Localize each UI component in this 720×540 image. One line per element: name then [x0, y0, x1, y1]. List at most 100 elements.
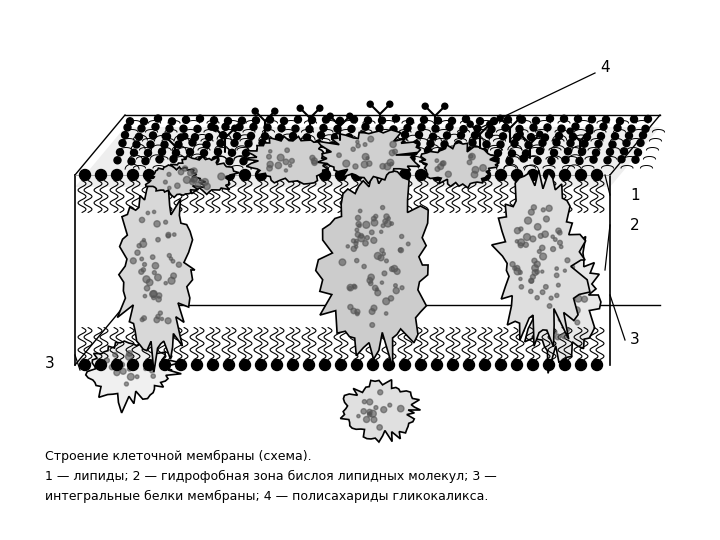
Circle shape	[540, 253, 546, 260]
Circle shape	[368, 136, 374, 142]
Circle shape	[528, 278, 534, 284]
Circle shape	[528, 133, 534, 140]
Circle shape	[158, 311, 163, 315]
Circle shape	[549, 260, 554, 265]
Circle shape	[639, 132, 647, 139]
Circle shape	[488, 126, 495, 133]
Circle shape	[182, 166, 188, 171]
Circle shape	[168, 277, 175, 284]
Text: 4: 4	[600, 60, 610, 76]
Circle shape	[632, 156, 639, 163]
Circle shape	[272, 108, 278, 114]
Circle shape	[156, 156, 163, 163]
Circle shape	[600, 123, 607, 130]
Circle shape	[379, 117, 385, 124]
Circle shape	[79, 170, 91, 180]
Circle shape	[379, 230, 383, 233]
Circle shape	[385, 140, 392, 147]
Circle shape	[341, 147, 348, 154]
Circle shape	[336, 117, 343, 124]
Circle shape	[156, 238, 161, 242]
Circle shape	[546, 205, 552, 211]
Circle shape	[320, 125, 327, 132]
Circle shape	[369, 230, 374, 234]
Circle shape	[621, 148, 628, 155]
Circle shape	[137, 244, 141, 248]
Circle shape	[390, 222, 393, 225]
Circle shape	[534, 224, 541, 230]
Circle shape	[500, 133, 506, 140]
Circle shape	[287, 360, 299, 370]
Circle shape	[460, 126, 467, 133]
Circle shape	[240, 158, 247, 165]
Circle shape	[186, 148, 194, 156]
Circle shape	[441, 161, 446, 166]
Circle shape	[554, 273, 559, 278]
Circle shape	[171, 273, 176, 279]
Circle shape	[114, 157, 121, 164]
Circle shape	[469, 139, 476, 146]
Circle shape	[275, 162, 282, 168]
Circle shape	[368, 412, 371, 415]
Circle shape	[143, 360, 155, 370]
Circle shape	[362, 153, 369, 160]
Circle shape	[556, 132, 562, 139]
Circle shape	[153, 210, 156, 213]
Circle shape	[119, 140, 126, 147]
Circle shape	[553, 330, 557, 334]
Circle shape	[289, 164, 292, 167]
Polygon shape	[117, 177, 195, 372]
Circle shape	[158, 148, 166, 156]
Circle shape	[532, 269, 538, 275]
Circle shape	[364, 117, 372, 124]
Circle shape	[391, 266, 397, 272]
Circle shape	[352, 158, 359, 165]
Circle shape	[144, 367, 147, 370]
Circle shape	[359, 233, 364, 238]
Circle shape	[125, 353, 132, 360]
Circle shape	[192, 134, 199, 141]
Circle shape	[511, 170, 523, 180]
Circle shape	[371, 140, 378, 147]
Circle shape	[544, 360, 554, 370]
Circle shape	[180, 125, 187, 132]
Circle shape	[587, 128, 593, 134]
Circle shape	[518, 116, 526, 123]
Circle shape	[287, 170, 299, 180]
Circle shape	[422, 103, 428, 109]
Circle shape	[528, 210, 534, 215]
Circle shape	[430, 133, 436, 140]
Circle shape	[383, 298, 390, 305]
Text: 2: 2	[630, 218, 639, 233]
Circle shape	[204, 183, 210, 190]
Circle shape	[208, 123, 215, 130]
Circle shape	[542, 286, 546, 290]
Circle shape	[567, 140, 574, 147]
Circle shape	[271, 360, 282, 370]
Circle shape	[120, 362, 125, 367]
Circle shape	[560, 115, 567, 122]
Circle shape	[536, 147, 544, 154]
Circle shape	[192, 177, 197, 181]
Circle shape	[154, 221, 160, 227]
Circle shape	[575, 116, 582, 123]
Circle shape	[367, 170, 379, 180]
Circle shape	[561, 278, 567, 284]
Circle shape	[397, 406, 404, 412]
Circle shape	[539, 233, 543, 238]
Circle shape	[546, 327, 552, 333]
Circle shape	[374, 252, 382, 259]
Circle shape	[141, 268, 145, 272]
Circle shape	[380, 157, 387, 164]
Circle shape	[480, 170, 490, 180]
Circle shape	[282, 157, 289, 164]
Circle shape	[538, 283, 541, 287]
Circle shape	[415, 360, 426, 370]
Circle shape	[382, 149, 390, 156]
Circle shape	[495, 360, 506, 370]
Circle shape	[548, 157, 555, 164]
Circle shape	[518, 243, 523, 248]
Circle shape	[558, 318, 562, 321]
Circle shape	[535, 269, 539, 274]
Circle shape	[472, 166, 479, 173]
